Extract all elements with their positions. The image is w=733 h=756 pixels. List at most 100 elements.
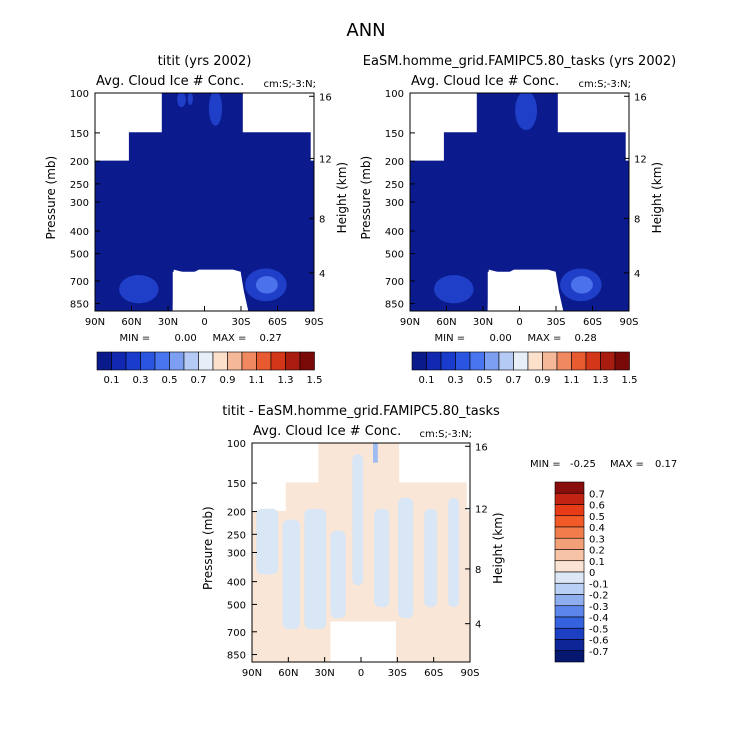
colorbar-box xyxy=(241,351,257,371)
y-tick-label: 100 xyxy=(70,89,89,100)
min-label: MIN = xyxy=(530,459,561,470)
y2-tick-label: 8 xyxy=(319,214,325,225)
max-value: 0.17 xyxy=(655,459,677,470)
colorbar-box xyxy=(169,351,185,371)
min-value: -0.25 xyxy=(570,459,596,470)
field-no-data xyxy=(487,271,556,311)
y-tick-label: 200 xyxy=(70,157,89,168)
y-tick-label: 250 xyxy=(385,180,404,191)
colorbar-label: 0.7 xyxy=(506,375,522,386)
x-tick-label: 90N xyxy=(242,668,262,679)
y2-axis-label: Height (km) xyxy=(335,162,349,233)
colorbar-box xyxy=(285,351,301,371)
y-tick-label: 250 xyxy=(70,180,89,191)
field-blob-right-core xyxy=(255,276,278,294)
x-tick-label: 30N xyxy=(315,668,335,679)
max-value: 0.27 xyxy=(260,333,282,344)
x-tick-label: 90S xyxy=(304,317,323,328)
x-tick-label: 90S xyxy=(460,668,479,679)
colorbar-label: -0.5 xyxy=(589,624,609,635)
x-tick-label: 60S xyxy=(424,668,443,679)
panel-subtitle: Avg. Cloud Ice # Conc. xyxy=(411,74,559,89)
colorbar-label: 0.5 xyxy=(477,375,493,386)
panel-note: cm:S;-3:N; xyxy=(263,79,316,90)
colorbar-box xyxy=(554,492,585,505)
max-label: MAX = xyxy=(610,459,644,470)
colorbar-label: 0.1 xyxy=(419,375,435,386)
y2-tick-label: 4 xyxy=(319,269,325,280)
y-tick-label: 300 xyxy=(227,549,246,560)
colorbar-box xyxy=(554,605,585,618)
colorbar-box xyxy=(554,639,585,652)
colorbar-label: 0.3 xyxy=(448,375,464,386)
min-label: MIN = xyxy=(120,333,151,344)
colorbar-label: 0.5 xyxy=(162,375,178,386)
max-label: MAX = xyxy=(528,333,562,344)
y-tick-label: 400 xyxy=(227,578,246,589)
colorbar-label: 1.5 xyxy=(307,375,323,386)
colorbar-box xyxy=(554,571,585,584)
y2-tick-label: 4 xyxy=(475,620,481,631)
x-tick-label: 30S xyxy=(546,317,565,328)
y2-tick-label: 16 xyxy=(475,442,488,453)
panel-model-a: titit (yrs 2002) Avg. Cloud Ice # Conc. cm… xyxy=(44,54,349,344)
field-region-negative xyxy=(352,453,364,586)
colorbar-label: 1.1 xyxy=(564,375,580,386)
max-value: 0.28 xyxy=(575,333,597,344)
colorbar-label: 1.1 xyxy=(249,375,265,386)
y-tick-label: 500 xyxy=(385,250,404,261)
field-region-positive-left xyxy=(252,585,279,662)
x-tick-label: 0 xyxy=(201,317,207,328)
min-label: MIN = xyxy=(435,333,466,344)
x-tick-label: 30S xyxy=(388,668,407,679)
field-region-negative xyxy=(448,497,460,608)
colorbar-label: -0.2 xyxy=(589,591,609,602)
colorbar-label: 0.7 xyxy=(589,489,605,500)
colorbar-label: -0.1 xyxy=(589,579,609,590)
colorbar-box xyxy=(554,594,585,607)
field-a xyxy=(95,93,314,311)
colorbar-box xyxy=(96,351,112,371)
y-tick-label: 150 xyxy=(385,129,404,140)
colorbar-panel-a: 0.1 0.3 0.5 0.7 0.9 1.1 1.3 1.5 xyxy=(96,351,323,386)
y-tick-label: 300 xyxy=(70,198,89,209)
x-tick-label: 60S xyxy=(583,317,602,328)
colorbar-box xyxy=(183,351,199,371)
colorbar-box xyxy=(554,481,585,494)
colorbar-box xyxy=(270,351,286,371)
field-b xyxy=(410,93,629,311)
y2-axis-label: Height (km) xyxy=(650,162,664,233)
field-top-streak-1 xyxy=(177,93,186,108)
colorbar-box xyxy=(227,351,243,371)
field-region-negative xyxy=(424,508,438,608)
colorbar-label: 0.9 xyxy=(535,375,551,386)
x-tick-label: 60N xyxy=(278,668,298,679)
y2-tick-label: 12 xyxy=(319,154,332,165)
field-region-negative xyxy=(330,530,346,619)
x-tick-label: 30N xyxy=(473,317,493,328)
colorbar-label: 1.3 xyxy=(593,375,609,386)
y-tick-label: 400 xyxy=(385,227,404,238)
colorbar-box xyxy=(212,351,228,371)
colorbar-label: 0.5 xyxy=(589,512,605,523)
colorbar-box xyxy=(140,351,156,371)
colorbar-difference: 0.70.60.50.40.30.20.10-0.1-0.2-0.3-0.4-0… xyxy=(554,481,609,663)
field-region-negative xyxy=(256,508,279,575)
colorbar-label: 0.6 xyxy=(589,501,605,512)
y-tick-label: 200 xyxy=(385,157,404,168)
panel-note: cm:S;-3:N; xyxy=(578,79,631,90)
colorbar-box xyxy=(554,515,585,528)
colorbar-box xyxy=(484,351,500,371)
colorbar-label: -0.3 xyxy=(589,602,609,613)
colorbar-box xyxy=(426,351,442,371)
colorbar-label: -0.6 xyxy=(589,636,609,647)
y-tick-label: 700 xyxy=(227,628,246,639)
y-tick-label: 400 xyxy=(70,227,89,238)
y2-axis-label: Height (km) xyxy=(491,512,505,583)
colorbar-label: 1.5 xyxy=(622,375,638,386)
y-tick-label: 100 xyxy=(227,439,246,450)
panel-title: EaSM.homme_grid.FAMIPC5.80_tasks (yrs 20… xyxy=(363,54,676,69)
y-tick-label: 700 xyxy=(385,277,404,288)
y-tick-label: 300 xyxy=(385,198,404,209)
